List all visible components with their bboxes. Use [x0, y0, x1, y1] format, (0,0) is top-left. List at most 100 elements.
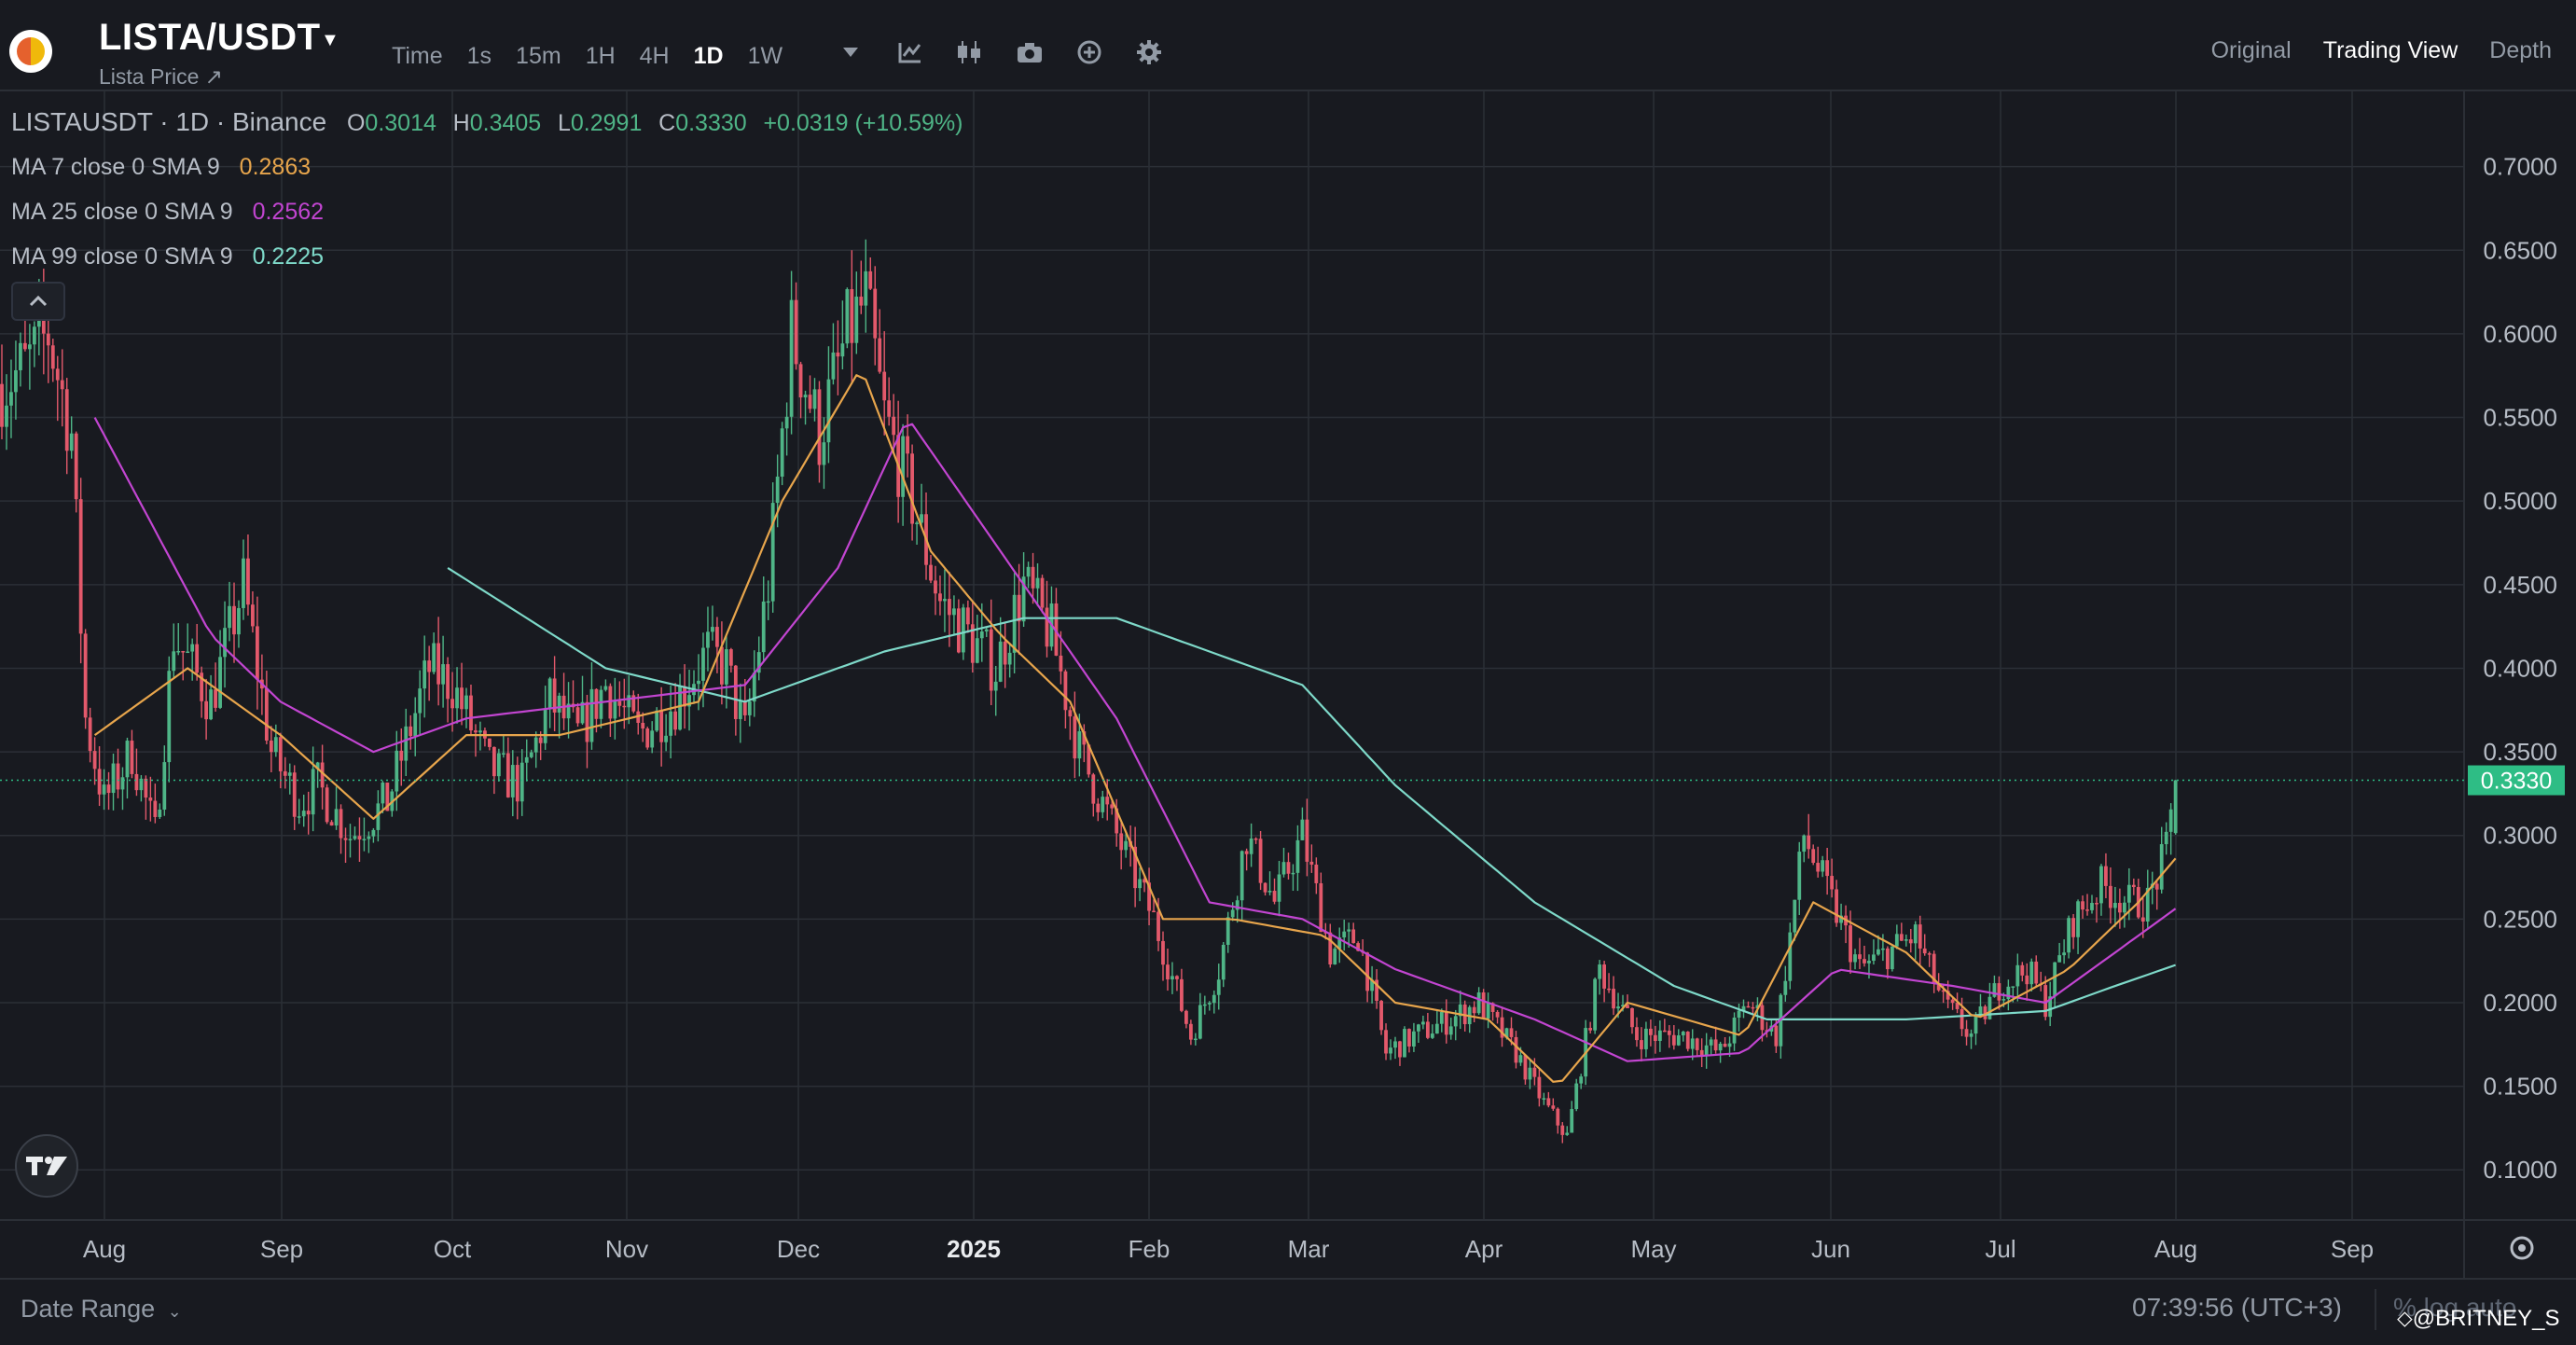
- candle-body: [1941, 990, 1946, 992]
- view-original[interactable]: Original: [2210, 37, 2292, 63]
- candle-body: [1858, 954, 1862, 960]
- candle-body: [1662, 1030, 1667, 1033]
- candle-body: [1073, 716, 1077, 759]
- dropdown-caret-icon[interactable]: [836, 35, 866, 69]
- candle-body: [460, 687, 464, 710]
- candle-body: [1453, 1016, 1458, 1027]
- ma99-legend[interactable]: MA 99 close 0 SMA 9 0.2225: [11, 237, 963, 282]
- candle-body: [1026, 566, 1031, 577]
- candle-body: [83, 633, 88, 718]
- camera-icon[interactable]: [1015, 35, 1045, 69]
- interval-1d[interactable]: 1D: [693, 42, 724, 69]
- y-tick-label: 0.2000: [2483, 989, 2557, 1017]
- candle-body: [251, 604, 255, 627]
- x-tick-label: Oct: [434, 1235, 472, 1263]
- candle-body: [1504, 1028, 1509, 1038]
- candle-body: [496, 753, 501, 777]
- pair-subtitle-link[interactable]: Lista Price ↗: [99, 64, 224, 89]
- candle-body: [2140, 917, 2145, 922]
- candle-body: [756, 652, 761, 673]
- candle-body: [1249, 838, 1253, 854]
- candle-body: [1932, 953, 1936, 985]
- ma25-legend[interactable]: MA 25 close 0 SMA 9 0.2562: [11, 192, 963, 237]
- candle-body: [1003, 641, 1007, 665]
- candle-body: [720, 646, 724, 685]
- tradingview-logo-icon[interactable]: [15, 1134, 78, 1198]
- candle-body: [292, 772, 297, 817]
- candle-body: [1161, 940, 1165, 965]
- candle-body: [2015, 964, 2020, 987]
- candle-body: [1175, 976, 1179, 979]
- bottom-bar: Date Range ⌄ 07:39:56 (UTC+3) % log auto…: [0, 1278, 2576, 1345]
- x-tick-label: Aug: [2154, 1235, 2197, 1263]
- candle-body: [148, 797, 153, 801]
- candle-body: [362, 839, 367, 841]
- interval-1s[interactable]: 1s: [466, 42, 492, 69]
- candle-body: [1012, 594, 1017, 653]
- interval-15m[interactable]: 15m: [516, 42, 561, 69]
- pair-title[interactable]: LISTA/USDT: [99, 17, 321, 58]
- candlestick-chart[interactable]: 0.7000 0.6500 0.6000 0.5500 0.5000 0.4500 0.40…: [0, 0, 2576, 1278]
- candle-body: [580, 701, 585, 724]
- view-trading-view[interactable]: Trading View: [2322, 37, 2458, 63]
- candle-body: [529, 752, 533, 757]
- candle-body: [1978, 1005, 1983, 1016]
- candle-body: [1570, 1109, 1574, 1133]
- candle-body: [5, 405, 8, 427]
- candle-body: [1188, 1023, 1193, 1040]
- date-range-dropdown[interactable]: Date Range ⌄: [21, 1295, 182, 1324]
- candle-body: [840, 343, 845, 357]
- candle-body: [673, 711, 677, 730]
- view-depth[interactable]: Depth: [2489, 37, 2552, 63]
- candle-body: [929, 564, 933, 581]
- ma7-legend[interactable]: MA 7 close 0 SMA 9 0.2863: [11, 147, 963, 192]
- candle-body: [1495, 1011, 1500, 1018]
- candle-body: [1439, 1012, 1444, 1024]
- date-range-label: Date Range: [21, 1295, 156, 1323]
- y-tick-label: 0.6000: [2483, 320, 2557, 348]
- candle-body: [873, 288, 878, 339]
- candle-body: [608, 686, 613, 719]
- candle-body: [492, 746, 496, 777]
- candle-body: [706, 631, 710, 648]
- candle-body: [697, 680, 700, 685]
- candle-body: [2090, 903, 2094, 910]
- candle-body: [948, 599, 951, 616]
- plus-circle-icon[interactable]: [1074, 35, 1104, 69]
- candle-body: [761, 601, 766, 653]
- candle-body: [831, 352, 836, 380]
- candle-body: [887, 400, 892, 417]
- interval-time[interactable]: Time: [392, 42, 443, 69]
- candle-body: [1904, 939, 1908, 941]
- candle-body: [413, 713, 418, 737]
- gear-icon[interactable]: [1134, 35, 1164, 69]
- candle-body: [1035, 577, 1040, 589]
- candle-body: [446, 664, 450, 700]
- candle-body: [1342, 931, 1347, 938]
- candle-body: [1398, 1041, 1402, 1058]
- interval-1w[interactable]: 1W: [747, 42, 783, 69]
- interval-1h[interactable]: 1H: [585, 42, 616, 69]
- candle-body: [998, 641, 1003, 682]
- candle-body: [209, 689, 213, 720]
- scale-options[interactable]: % log auto: [2393, 1293, 2517, 1322]
- candle-body: [1528, 1067, 1532, 1080]
- interval-4h[interactable]: 4H: [639, 42, 670, 69]
- legend-collapse-button[interactable]: [11, 282, 65, 321]
- candle-body: [1472, 1006, 1476, 1014]
- candle-body: [23, 342, 27, 350]
- candle-type-icon[interactable]: [955, 35, 985, 69]
- indicator-icon[interactable]: [895, 35, 925, 69]
- candle-body: [687, 695, 691, 707]
- candle-body: [1295, 839, 1300, 873]
- candle-body: [1226, 917, 1230, 945]
- pair-dropdown-caret-icon[interactable]: ▼: [321, 30, 339, 50]
- candle-body: [1017, 594, 1021, 622]
- candle-body: [218, 657, 222, 708]
- open-value: 0.3014: [365, 110, 436, 136]
- candle-body: [427, 660, 432, 672]
- axis-settings-icon[interactable]: [2510, 1236, 2534, 1260]
- candle-body: [1202, 1004, 1207, 1006]
- candle-body: [1267, 891, 1272, 893]
- candle-body: [868, 270, 873, 289]
